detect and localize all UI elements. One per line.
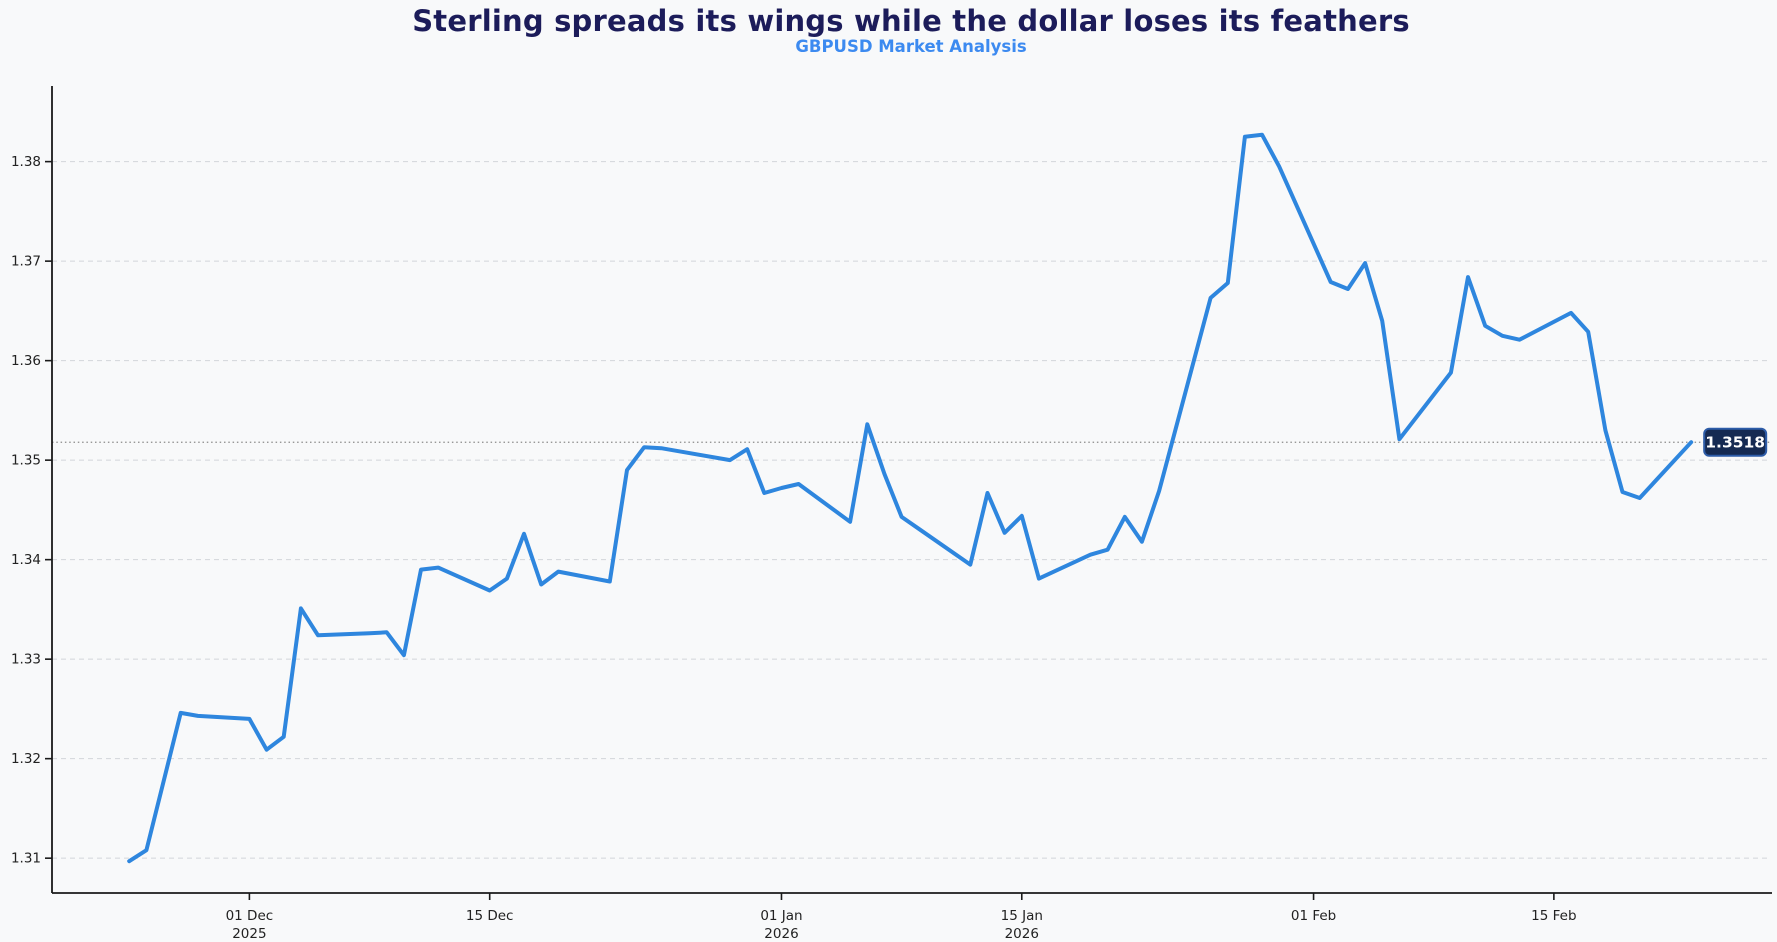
y-tick-label: 1.31 — [11, 851, 41, 867]
x-tick-label: 01 Jan — [760, 908, 802, 924]
current-price-label-box — [1703, 427, 1768, 457]
page-title: Sterling spreads its wings while the dol… — [412, 4, 1410, 38]
x-tick-year-label: 2025 — [232, 926, 266, 942]
x-tick-label: 15 Feb — [1531, 908, 1576, 924]
y-tick-label: 1.38 — [11, 154, 41, 170]
x-tick-year-label: 2026 — [1005, 926, 1039, 942]
x-tick-label: 01 Feb — [1291, 908, 1336, 924]
x-tick-label: 01 Dec — [226, 908, 274, 924]
y-tick-label: 1.33 — [11, 652, 41, 668]
y-tick-label: 1.35 — [11, 453, 41, 469]
y-tick-label: 1.36 — [11, 353, 41, 369]
y-tick-label: 1.37 — [11, 254, 41, 270]
chart-subtitle: GBPUSD Market Analysis — [795, 37, 1027, 56]
y-tick-label: 1.32 — [11, 751, 41, 767]
current-price-label: 1.3518 — [1705, 434, 1765, 452]
gbpusd-price-line — [127, 132, 1694, 864]
x-tick-label: 15 Jan — [1001, 908, 1043, 924]
x-tick-label: 15 Dec — [466, 908, 514, 924]
y-tick-label: 1.34 — [11, 552, 41, 568]
x-tick-year-label: 2026 — [764, 926, 798, 942]
